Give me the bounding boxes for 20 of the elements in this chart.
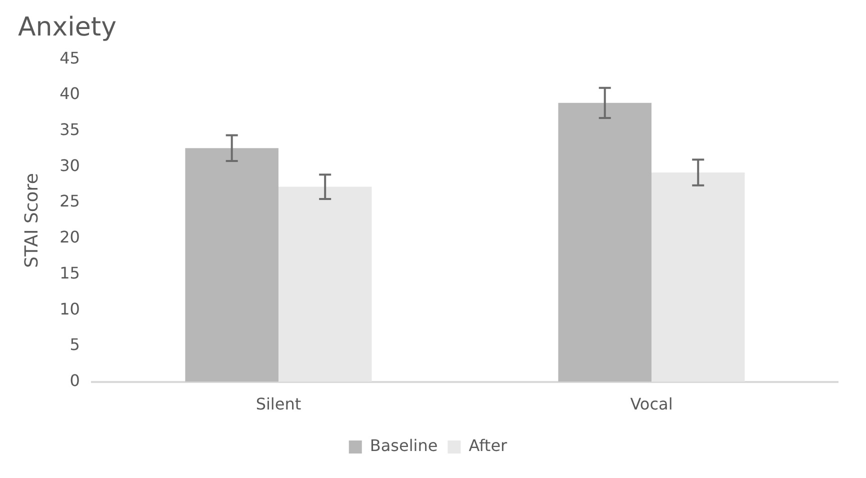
y-axis-title: STAI Score <box>21 173 42 268</box>
y-tick-label: 35 <box>60 120 80 140</box>
y-tick-label: 15 <box>60 263 80 282</box>
legend-label: After <box>468 436 508 456</box>
bar <box>185 148 278 382</box>
legend-label: Baseline <box>370 436 438 456</box>
y-tick-label: 45 <box>60 48 80 68</box>
y-tick-label: 0 <box>70 370 80 390</box>
bar <box>651 172 745 382</box>
chart-title: Anxiety <box>18 12 116 42</box>
y-tick-label: 10 <box>60 299 80 318</box>
y-tick-label: 25 <box>60 192 80 211</box>
x-tick-label: Vocal <box>630 394 673 414</box>
y-tick-label: 40 <box>60 84 80 104</box>
y-tick-label: 30 <box>60 156 80 175</box>
bar <box>558 102 652 382</box>
bar <box>278 186 372 382</box>
x-tick-label: Silent <box>256 394 302 414</box>
y-tick-label: 20 <box>60 228 80 247</box>
y-tick-label: 5 <box>70 335 80 354</box>
